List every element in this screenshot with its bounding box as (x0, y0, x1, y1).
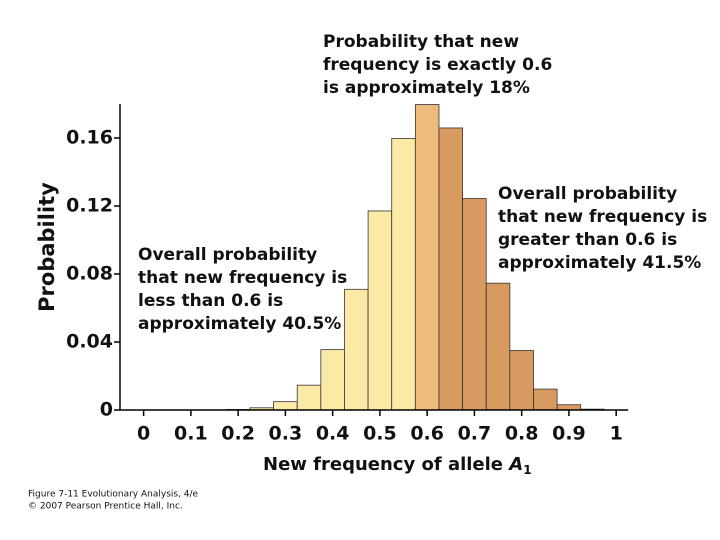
caption: © 2007 Pearson Prentice Hall, Inc. (28, 502, 183, 512)
x-tick-label: 1 (610, 423, 623, 445)
x-tick-label: 0.5 (363, 423, 397, 445)
bar (320, 349, 345, 411)
annotation: that new frequency is (138, 268, 347, 288)
x-tick-label: 0.6 (410, 423, 444, 445)
annotation: is approximately 18% (323, 78, 530, 98)
bar (485, 282, 511, 411)
annotation: greater than 0.6 is (498, 230, 677, 250)
y-tick-label: 0.12 (66, 195, 113, 217)
x-tick-label: 0.3 (269, 423, 303, 445)
annotation: approximately 41.5% (498, 253, 701, 273)
annotation: Overall probability (138, 245, 317, 265)
annotation: that new frequency is (498, 207, 707, 227)
bar (462, 198, 487, 411)
x-tick-label: 0.7 (458, 423, 492, 445)
annotation: less than 0.6 is (138, 291, 283, 311)
x-tick-label: 0.4 (316, 423, 350, 445)
x-tick-label: 0.1 (174, 423, 208, 445)
bar (391, 138, 416, 411)
x-axis-label-text: New frequency of allele (263, 454, 503, 475)
annotation: Overall probability (498, 184, 677, 204)
bar (273, 401, 298, 411)
bar (533, 388, 558, 411)
bar (414, 104, 440, 411)
bar (344, 288, 369, 411)
x-tick-label: 0.8 (505, 423, 539, 445)
y-tick-label: 0.04 (66, 331, 113, 353)
annotation: Probability that new (323, 32, 519, 52)
x-tick-label: 0.9 (552, 423, 586, 445)
y-tick-label: 0 (100, 399, 113, 421)
annotation: frequency is exactly 0.6 (323, 55, 552, 75)
bar (367, 210, 393, 411)
annotation: approximately 40.5% (138, 314, 341, 334)
x-axis-label: New frequency of allele A1 (263, 454, 532, 477)
bar (296, 384, 322, 411)
y-tick-label: 0.16 (66, 127, 113, 149)
bar (438, 127, 464, 411)
caption: Figure 7-11 Evolutionary Analysis, 4/e (28, 490, 199, 500)
x-tick-label: 0.2 (221, 423, 255, 445)
x-axis-label-symbol: A (507, 454, 523, 475)
x-axis-label-subscript: 1 (523, 463, 531, 477)
bar (509, 350, 534, 411)
x-tick-label: 0 (137, 423, 150, 445)
bar (556, 404, 582, 411)
y-axis-label: Probability (35, 182, 59, 312)
y-tick-label: 0.08 (66, 263, 113, 285)
